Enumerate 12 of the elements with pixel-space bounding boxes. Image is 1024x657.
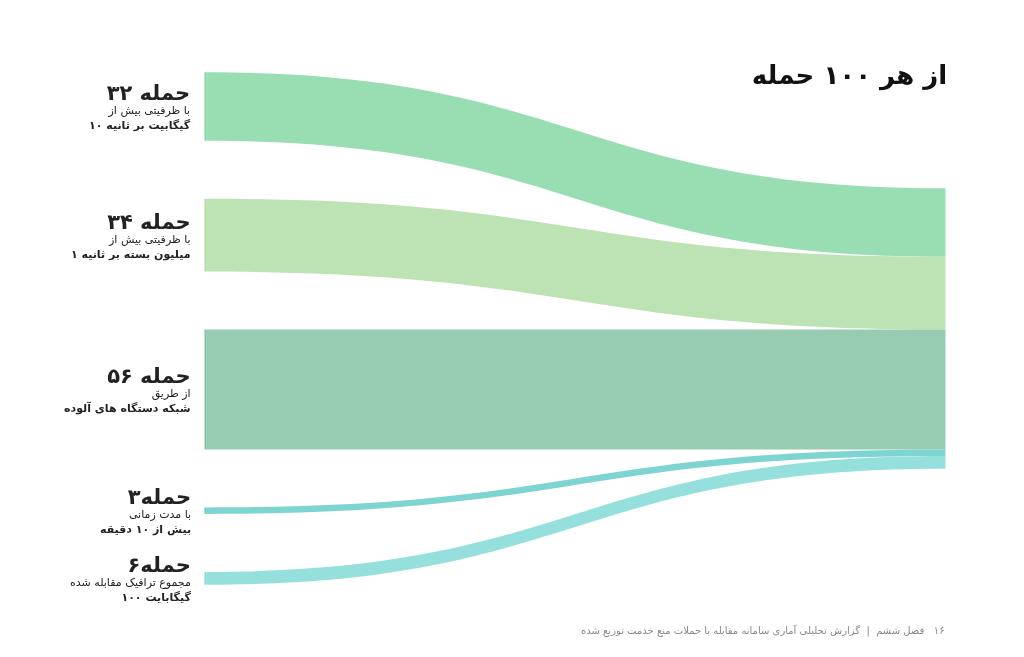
data-label: ۳حمله	[127, 485, 192, 509]
data-label: ۶حمله	[127, 553, 191, 577]
data-label: ۳۴ حمله	[107, 210, 191, 234]
data-label: ۳۲ حمله	[106, 81, 191, 105]
category-label: از طریق شبکه دستگاه های آلوده	[64, 387, 191, 415]
category-label: مجموع ترافیک مقابله شده ۱۰۰ گیگابایت	[70, 576, 192, 604]
text: از هر ۱۰۰ حمله	[751, 59, 948, 91]
data-label: ۵۶ حمله	[107, 364, 191, 388]
category-label: با مدت زمانی بیش از ۱۰ دقیقه	[100, 508, 192, 536]
category-label: با ظرفیتی بیش از ۱ میلیون بسته بر ثانیه	[71, 233, 191, 261]
text: ۱۶ فصل ششم | گزارش تحلیلی آماری سامانه مقابله با حملات منع خدمت توزیع شده	[581, 624, 945, 637]
category-label: با ظرفیتی بیش از ۱۰ گیگابیت بر ثانیه	[89, 104, 191, 132]
